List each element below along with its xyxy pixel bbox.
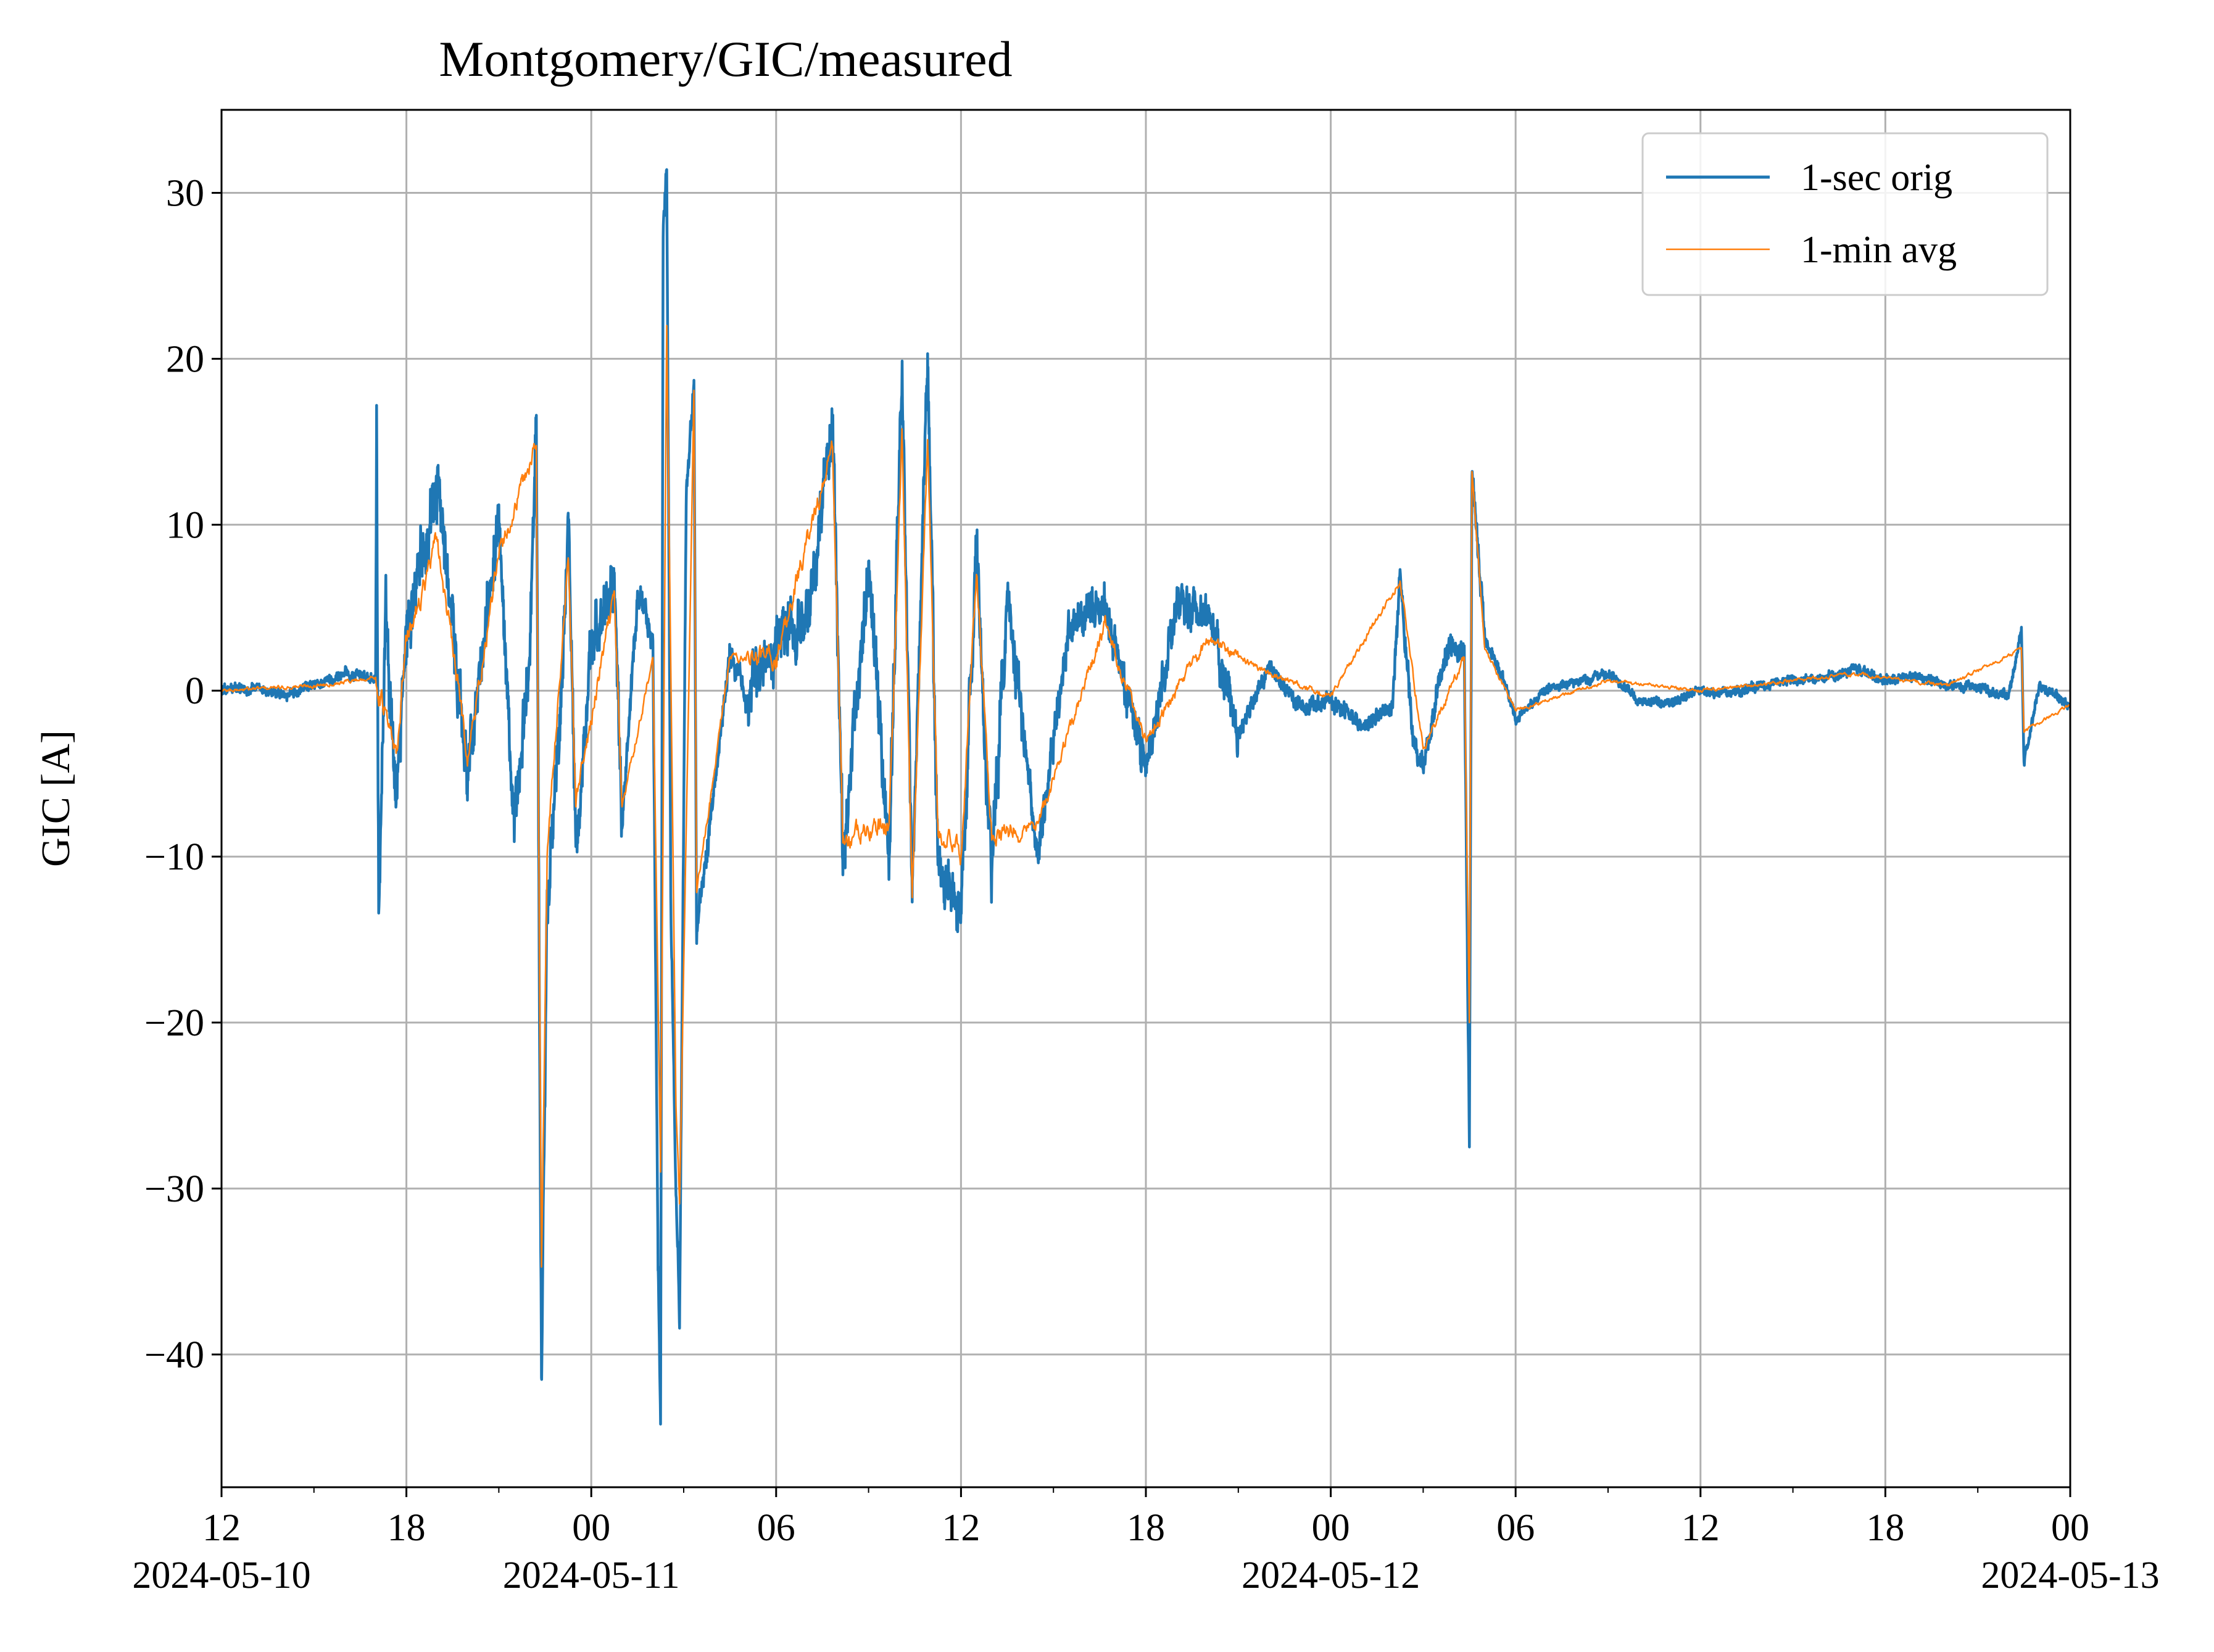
x-tick-label: 12	[1681, 1507, 1720, 1549]
y-tick-label: 0	[185, 670, 204, 712]
series-lines	[222, 168, 2070, 1426]
y-tick-label: 30	[166, 173, 204, 215]
series-line-1-min-avg	[222, 325, 2070, 1268]
chart-title: Montgomery/GIC/measured	[439, 31, 1012, 87]
x-tick-label: 00	[1312, 1507, 1350, 1549]
x-tick-date-label: 2024-05-10	[132, 1554, 310, 1596]
x-tick-label: 18	[388, 1507, 426, 1549]
x-tick-label: 18	[1866, 1507, 1904, 1549]
y-tick-label: 10	[166, 504, 204, 546]
y-tick-label: 20	[166, 338, 204, 380]
legend: 1-sec orig 1-min avg	[1641, 132, 2049, 296]
axis-ticks: −40 −30 −20 −10 0 10 20 30 12 2024-05-10 18 00 2024-…	[132, 173, 2159, 1597]
x-tick-label: 00	[2051, 1507, 2089, 1549]
y-tick-label: −40	[144, 1334, 204, 1376]
legend-label-1-min-avg: 1-min avg	[1801, 229, 1957, 271]
x-tick-label: 06	[1496, 1507, 1535, 1549]
y-tick-label: −10	[144, 836, 204, 878]
plot-area: −40 −30 −20 −10 0 10 20 30 12 2024-05-10 18 00 2024-…	[132, 109, 2160, 1597]
y-tick-label: −20	[144, 1002, 204, 1044]
legend-label-1-sec-orig: 1-sec orig	[1801, 157, 1952, 199]
x-tick-date-label: 2024-05-12	[1242, 1554, 1420, 1596]
x-tick-label: 18	[1127, 1507, 1165, 1549]
x-tick-label: 06	[757, 1507, 795, 1549]
x-tick-label: 00	[572, 1507, 610, 1549]
x-tick-date-label: 2024-05-11	[503, 1554, 680, 1596]
y-axis-label: GIC [A]	[33, 730, 78, 867]
x-tick-label: 12	[202, 1507, 241, 1549]
legend-box	[1641, 132, 2049, 296]
y-tick-label: −30	[144, 1168, 204, 1210]
x-tick-label: 12	[942, 1507, 980, 1549]
x-tick-date-label: 2024-05-13	[1981, 1554, 2159, 1596]
